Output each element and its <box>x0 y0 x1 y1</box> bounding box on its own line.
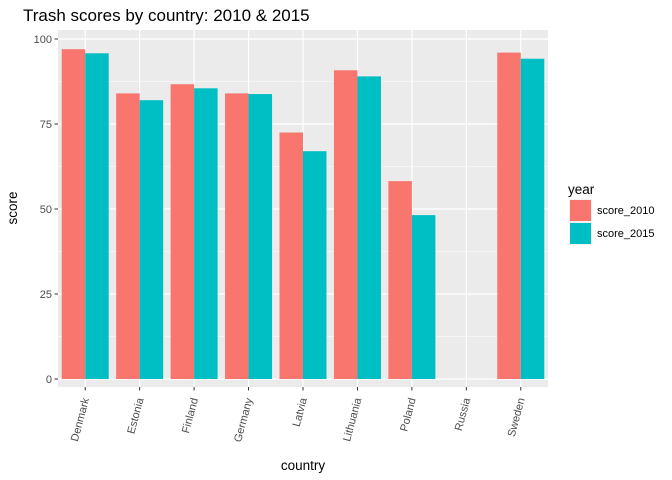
bar-score_2010-sweden <box>497 52 521 379</box>
bar-score_2015-denmark <box>85 53 109 379</box>
x-tick-label: Poland <box>398 397 418 433</box>
legend-title: year <box>568 182 595 197</box>
bar-score_2010-latvia <box>279 132 303 379</box>
legend-key-score_2010 <box>570 200 591 221</box>
bar-score_2015-estonia <box>139 100 164 379</box>
x-tick-label: Germany <box>232 396 255 443</box>
bars <box>61 49 545 380</box>
x-tick-label: Estonia <box>125 396 146 435</box>
y-axis: 0 25 50 75 100 <box>34 34 58 386</box>
y-tick-label: 75 <box>40 119 52 131</box>
x-tick-label: Latvia <box>291 396 310 428</box>
x-tick-label: Sweden <box>506 397 528 439</box>
x-tick-label: Denmark <box>69 396 92 443</box>
bar-score_2015-sweden <box>520 58 545 379</box>
bar-score_2010-lithuania <box>333 70 358 379</box>
bar-score_2010-estonia <box>116 93 140 380</box>
bar-score_2010-finland <box>170 84 195 379</box>
bar-score_2015-finland <box>194 88 218 380</box>
y-tick-label: 100 <box>34 34 52 46</box>
legend-label-score_2015: score_2015 <box>597 228 655 240</box>
bar-score_2015-poland <box>411 215 436 379</box>
bar-score_2010-germany <box>225 93 249 380</box>
x-tick-label: Finland <box>180 397 201 435</box>
x-tick-label: Lithuania <box>341 396 364 443</box>
x-axis-title: country <box>281 458 326 473</box>
legend-label-score_2010: score_2010 <box>597 205 655 217</box>
bar-score_2010-poland <box>388 181 412 379</box>
bar-score_2010-denmark <box>61 49 86 379</box>
y-tick-label: 0 <box>46 374 52 386</box>
y-axis-title: score <box>5 191 20 224</box>
legend-key-score_2015 <box>570 223 591 244</box>
bar-score_2015-germany <box>248 94 273 379</box>
legend: year score_2010 score_2015 <box>568 182 655 245</box>
y-tick-label: 25 <box>40 289 52 301</box>
x-axis: Denmark Estonia Finland Germany Latvia Lithua… <box>69 387 528 443</box>
bar-score_2015-lithuania <box>357 76 381 380</box>
y-tick-label: 50 <box>40 204 52 216</box>
x-tick-label: Russia <box>453 396 474 432</box>
bar-score_2015-latvia <box>303 151 327 379</box>
chart-title: Trash scores by country: 2010 & 2015 <box>23 6 310 25</box>
